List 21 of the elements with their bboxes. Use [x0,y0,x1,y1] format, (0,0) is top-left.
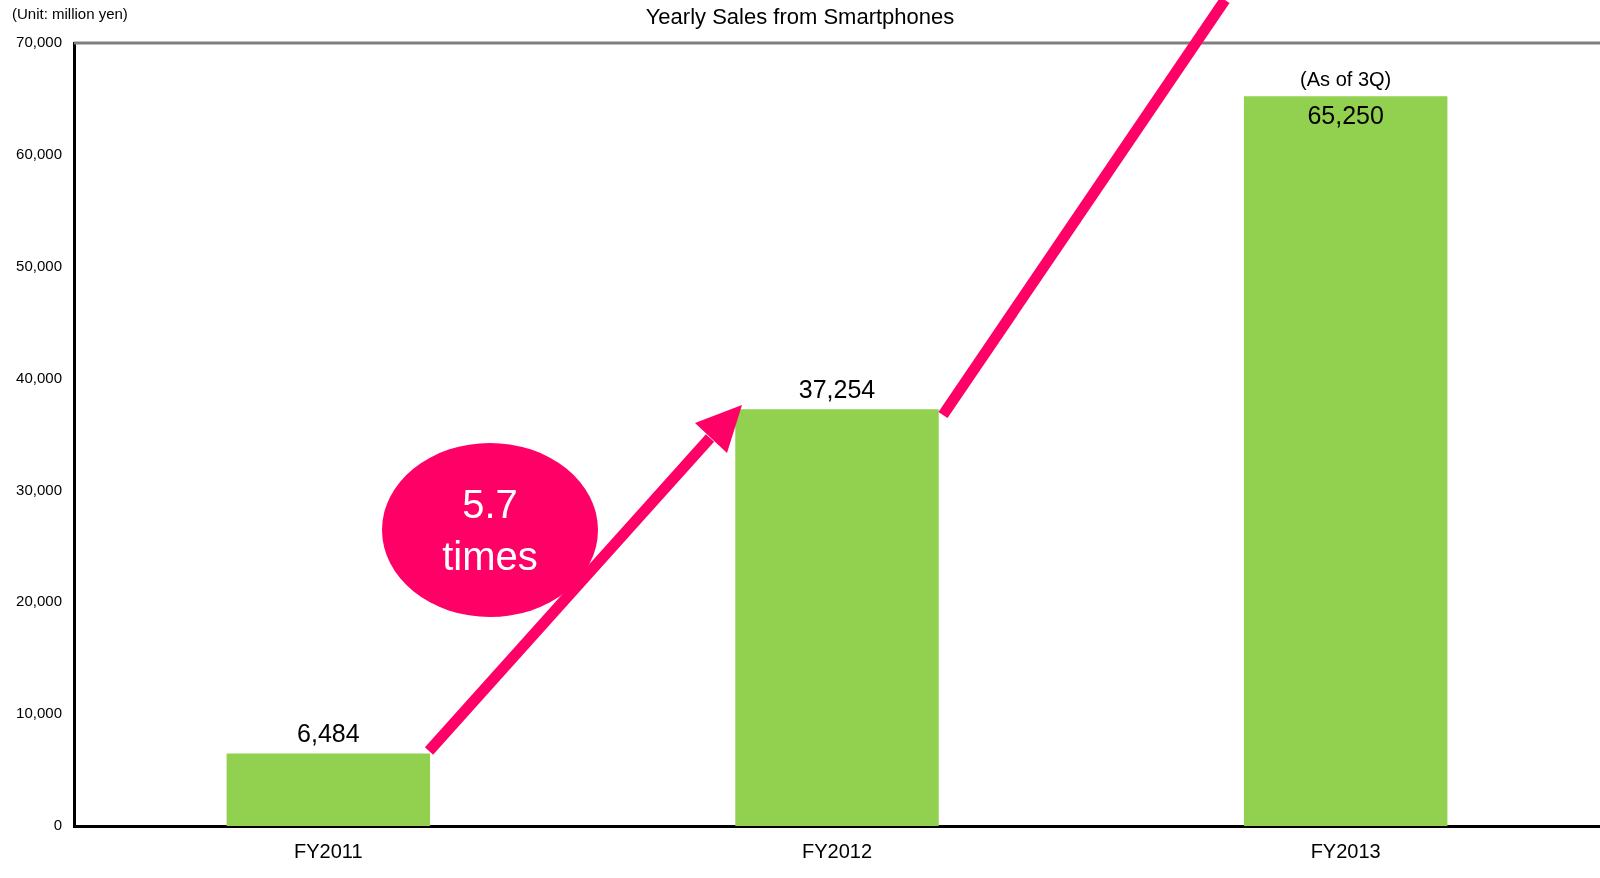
y-tick-label: 70,000 [16,33,62,51]
y-tick-label: 60,000 [16,145,62,162]
y-tick-label: 20,000 [16,592,62,610]
x-tick-label: FY2013 [1310,839,1381,862]
y-tick-label: 0 [53,816,62,834]
bar [735,409,939,826]
bar [226,753,431,826]
y-tick-label: 10,000 [16,704,62,722]
y-tick-label: 30,000 [16,480,62,498]
y-tick-label: 40,000 [16,368,62,386]
data-label: 65,250 [1307,100,1384,129]
annotation: 5.7 times [441,481,539,580]
chart-title: Yearly Sales from Smartphones [645,4,955,29]
text: (Unit: million yen) [12,5,128,22]
y-tick-label: 50,000 [16,256,62,274]
data-label: 6,484 [297,718,360,747]
x-tick-label: FY2012 [801,839,873,862]
bar [1243,96,1448,826]
x-tick-label: FY2011 [294,839,363,862]
data-label: 37,254 [798,374,876,403]
annotation: (As of 3Q) [1300,67,1392,90]
